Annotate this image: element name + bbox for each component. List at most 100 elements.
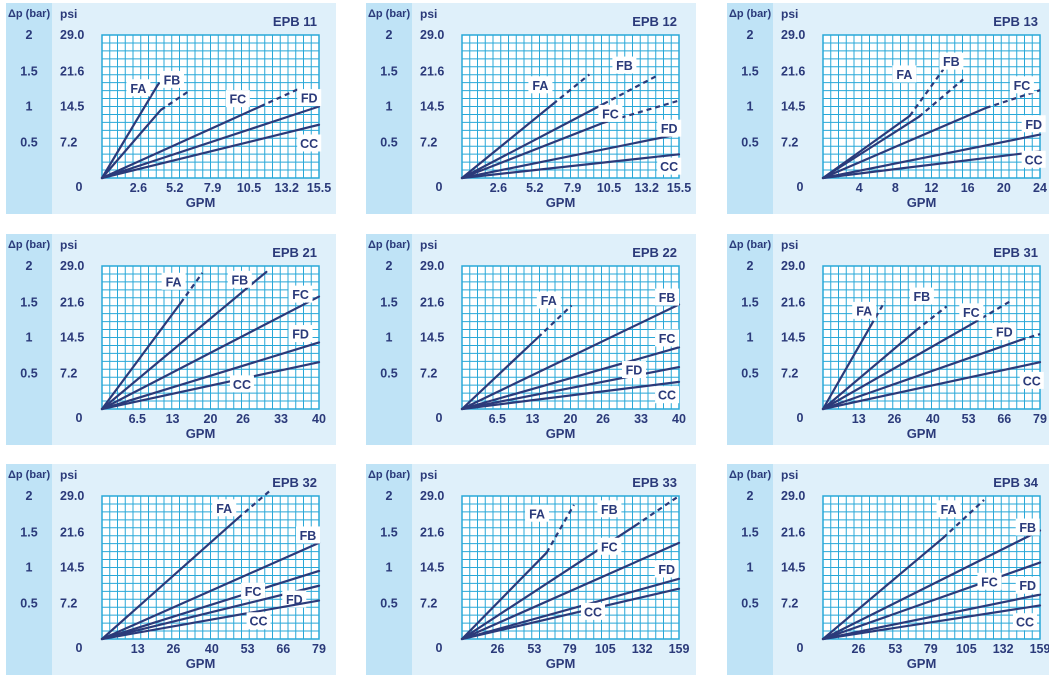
series-line-cc	[821, 604, 1042, 641]
x-tick-label: 53	[241, 642, 255, 656]
series-line-fc	[460, 346, 681, 411]
series-extension-fa	[545, 504, 575, 554]
x-tick-label: 20	[204, 412, 218, 426]
bar-tick-label: 0.5	[741, 366, 758, 380]
gpm-axis-label: GPM	[546, 656, 576, 671]
y-tick-label: 21.6	[420, 64, 444, 78]
y-tick-label: 21.6	[420, 295, 444, 309]
chart-panel: EPB 12 Δp (bar) psi GPM 29.0 21.6 14.5 7.2 2 1.5 1…	[366, 3, 696, 214]
x-tick-label: 26	[887, 412, 901, 426]
series-label-fc: FC	[292, 288, 309, 302]
origin-tick-label: 0	[76, 180, 83, 194]
plot-border	[101, 495, 320, 640]
gpm-axis-label: GPM	[186, 656, 216, 671]
series-label-fa: FA	[130, 82, 146, 96]
x-tick-label: 7.9	[204, 181, 221, 195]
series-line-fd	[821, 593, 1042, 641]
bar-tick-label: 1.5	[20, 64, 37, 78]
bar-tick-label: 1	[747, 100, 754, 114]
y-tick-label: 14.5	[60, 331, 84, 345]
series-extension-fb	[160, 89, 191, 111]
plot-border	[101, 265, 320, 410]
series-label-cc: CC	[250, 615, 268, 629]
y-tick-label: 7.2	[60, 366, 77, 380]
series-label-background	[126, 79, 151, 97]
plot-border	[461, 495, 680, 640]
bar-scale-strip	[366, 3, 412, 214]
y-tick-label: 29.0	[60, 489, 84, 503]
series-label-background	[655, 329, 680, 347]
x-tick-label: 24	[1033, 181, 1047, 195]
series-label-fb: FB	[601, 503, 618, 517]
psi-axis-label: psi	[420, 7, 437, 21]
y-tick-label: 14.5	[420, 331, 444, 345]
series-extension-fa	[942, 499, 985, 539]
y-tick-label: 21.6	[781, 295, 805, 309]
bar-tick-label: 2	[747, 489, 754, 503]
x-tick-label: 26	[236, 412, 250, 426]
y-tick-label: 29.0	[60, 28, 84, 42]
series-label-background	[892, 65, 917, 83]
origin-tick-label: 0	[797, 411, 804, 425]
bar-tick-label: 2	[747, 28, 754, 42]
series-label-background	[227, 270, 252, 288]
series-label-fa: FA	[896, 68, 912, 82]
origin-tick-label: 0	[436, 641, 443, 655]
x-tick-label: 105	[595, 642, 616, 656]
series-label-background	[655, 288, 680, 306]
x-tick-label: 53	[888, 642, 902, 656]
chart-svg: EPB 32 Δp (bar) psi GPM 29.0 21.6 14.5 7.2 2 1.5 1…	[6, 464, 336, 675]
x-tick-label: 10.5	[237, 181, 261, 195]
bar-tick-label: 2	[386, 259, 393, 273]
bar-tick-label: 0.5	[380, 596, 397, 610]
series-line-fc	[821, 561, 1042, 641]
series-label-background	[1015, 576, 1040, 594]
x-tick-label: 12	[925, 181, 939, 195]
x-tick-label: 6.5	[489, 412, 506, 426]
series-label-fb: FB	[914, 290, 931, 304]
series-label-fd: FD	[626, 364, 643, 378]
plot-border	[461, 34, 680, 179]
series-label-fa: FA	[541, 294, 557, 308]
bar-axis-label: Δp (bar)	[729, 8, 771, 20]
bar-tick-label: 1	[747, 561, 754, 575]
x-tick-label: 6.5	[129, 412, 146, 426]
y-tick-label: 21.6	[781, 64, 805, 78]
gpm-axis-label: GPM	[907, 195, 937, 210]
y-tick-label: 7.2	[60, 596, 77, 610]
series-line-cc	[100, 599, 321, 641]
x-tick-label: 53	[527, 642, 541, 656]
series-label-fb: FB	[300, 529, 317, 543]
series-line-fa	[460, 102, 555, 180]
series-label-background	[654, 560, 679, 578]
series-label-background	[655, 386, 680, 404]
series-label-background	[1012, 613, 1037, 631]
x-tick-label: 132	[632, 642, 653, 656]
series-line-cc	[821, 150, 1042, 180]
x-tick-label: 79	[312, 642, 326, 656]
y-tick-label: 7.2	[420, 596, 437, 610]
series-extension-fa	[870, 300, 886, 326]
series-label-background	[977, 572, 1002, 590]
series-line-cc	[100, 123, 321, 180]
series-line-cc	[460, 380, 681, 411]
series-label-fa: FA	[941, 503, 957, 517]
y-tick-label: 7.2	[781, 135, 798, 149]
series-label-fa: FA	[856, 304, 872, 318]
x-tick-label: 26	[852, 642, 866, 656]
x-tick-label: 8	[892, 181, 899, 195]
series-label-fd: FD	[292, 328, 309, 342]
series-extension-fb	[602, 74, 658, 106]
series-extension-fa	[908, 68, 945, 117]
series-label-background	[621, 361, 646, 379]
bar-tick-label: 0.5	[741, 596, 758, 610]
chart-panel: EPB 31 Δp (bar) psi GPM 29.0 21.6 14.5 7.2 2 1.5 1…	[727, 234, 1049, 445]
chart-svg: EPB 31 Δp (bar) psi GPM 29.0 21.6 14.5 7.2 2 1.5 1…	[727, 234, 1049, 445]
series-label-background	[288, 285, 313, 303]
gpm-axis-label: GPM	[186, 426, 216, 441]
y-tick-label: 14.5	[781, 331, 805, 345]
bar-tick-label: 0.5	[20, 366, 37, 380]
chart-svg: EPB 12 Δp (bar) psi GPM 29.0 21.6 14.5 7.2 2 1.5 1…	[366, 3, 696, 214]
x-tick-label: 20	[564, 412, 578, 426]
series-line-fd	[100, 105, 321, 180]
